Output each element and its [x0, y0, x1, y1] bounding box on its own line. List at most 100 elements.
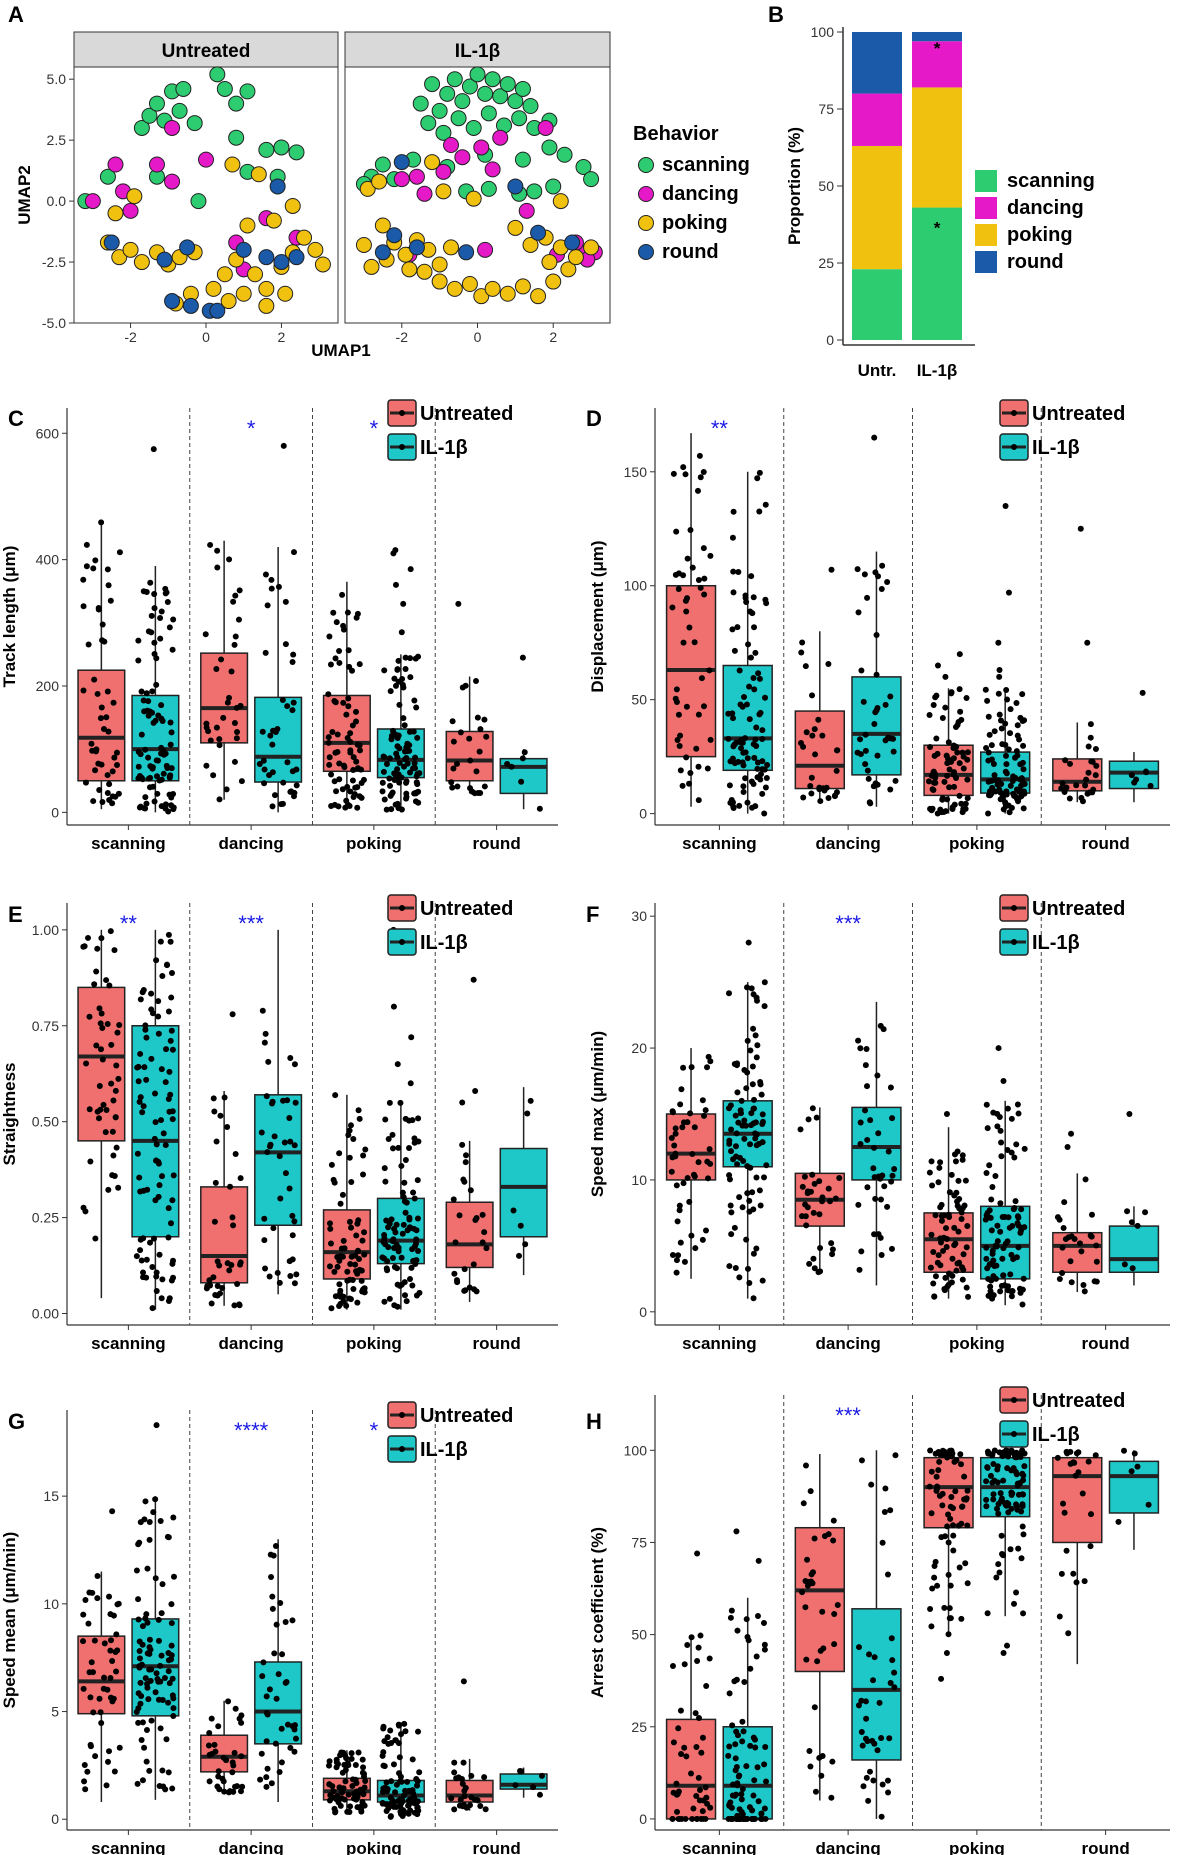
data-point: [693, 1744, 700, 1751]
data-point: [279, 697, 286, 704]
data-point: [150, 1235, 157, 1242]
box-il1b: [1108, 689, 1160, 803]
facet-strip: [344, 31, 611, 68]
data-point: [516, 1252, 523, 1259]
data-point: [135, 748, 142, 755]
data-point: [477, 726, 484, 733]
data-point: [155, 1637, 162, 1644]
data-point: [831, 1610, 838, 1617]
point-scanning: [545, 178, 562, 195]
data-point: [135, 1690, 142, 1697]
data-point: [762, 694, 769, 701]
data-point: [107, 1674, 114, 1681]
data-point: [983, 1101, 990, 1108]
data-point: [143, 1758, 150, 1765]
data-point: [958, 1461, 965, 1468]
legend-label: IL-1β: [420, 932, 468, 954]
data-point: [336, 1281, 343, 1288]
data-point: [885, 1148, 892, 1155]
data-point: [889, 1115, 896, 1122]
data-point: [97, 1106, 104, 1113]
box-il1b: [1108, 1111, 1160, 1286]
data-point: [358, 794, 365, 801]
data-point: [210, 772, 217, 779]
data-point: [1020, 1275, 1027, 1282]
data-point: [1009, 1288, 1016, 1295]
data-point: [258, 1750, 265, 1757]
data-point: [994, 1479, 1001, 1486]
data-point: [879, 1172, 886, 1179]
data-point: [233, 704, 240, 711]
point-scanning: [511, 110, 528, 127]
data-point: [931, 1574, 938, 1581]
data-point: [80, 1638, 87, 1645]
data-point: [745, 1265, 752, 1272]
data-point: [694, 1657, 701, 1664]
point-round: [273, 254, 290, 271]
data-point: [1076, 1240, 1083, 1247]
data-point: [951, 783, 958, 790]
data-point: [753, 994, 760, 1001]
data-point: [726, 1263, 733, 1270]
point-poking: [277, 285, 294, 302]
data-point: [1086, 789, 1093, 796]
data-point: [742, 775, 749, 782]
box-il1b: [722, 939, 773, 1302]
data-point: [983, 1170, 990, 1177]
data-point: [991, 728, 998, 735]
y-tick-label: 400: [36, 552, 60, 568]
legend-label: dancing: [662, 183, 739, 205]
data-point: [387, 1727, 394, 1734]
data-point: [946, 1189, 953, 1196]
data-point: [733, 1676, 740, 1683]
data-point: [257, 1776, 264, 1783]
significance-marker: ****: [234, 1418, 269, 1443]
box-il1b: [851, 1001, 902, 1286]
legend-key-dot: [1011, 410, 1017, 416]
data-point: [726, 782, 733, 789]
data-point: [162, 1786, 169, 1793]
y-tick-label: 15: [43, 1488, 59, 1504]
data-point: [451, 1769, 458, 1776]
data-point: [1005, 746, 1012, 753]
data-point: [1068, 1279, 1075, 1286]
data-point: [471, 1796, 478, 1803]
data-point: [106, 797, 113, 804]
data-point: [855, 1702, 862, 1709]
data-point: [763, 1778, 770, 1785]
data-point: [84, 1768, 91, 1775]
data-point: [1005, 589, 1012, 596]
data-point: [384, 1785, 391, 1792]
data-point: [862, 1062, 869, 1069]
box-untreated: [794, 566, 846, 805]
point-round: [374, 244, 391, 261]
data-point: [746, 716, 753, 723]
data-point: [211, 1218, 218, 1225]
data-point: [392, 731, 399, 738]
data-point: [744, 799, 751, 806]
data-point: [360, 1764, 367, 1771]
x-tick-label: -2: [396, 329, 409, 345]
data-point: [695, 1714, 702, 1721]
data-point: [937, 1262, 944, 1269]
box-il1b: [979, 1447, 1031, 1657]
data-point: [336, 1150, 343, 1157]
data-point: [458, 1775, 465, 1782]
data-point: [481, 716, 488, 723]
data-point: [686, 624, 693, 631]
data-point: [1080, 1282, 1087, 1289]
data-point: [146, 1666, 153, 1673]
data-point: [344, 1760, 351, 1767]
data-point: [383, 806, 390, 813]
data-point: [398, 1162, 405, 1169]
data-point: [169, 1116, 176, 1123]
data-point: [986, 1162, 993, 1169]
data-point: [986, 1207, 993, 1214]
data-point: [143, 1076, 150, 1083]
data-point: [997, 796, 1004, 803]
data-point: [1004, 1105, 1011, 1112]
data-point: [352, 1762, 359, 1769]
data-point: [762, 1743, 769, 1750]
data-point: [882, 701, 889, 708]
data-point: [229, 1011, 236, 1018]
